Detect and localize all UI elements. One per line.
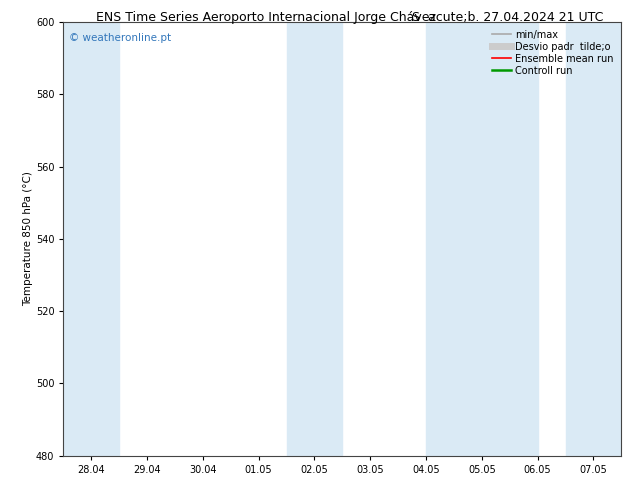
Text: © weatheronline.pt: © weatheronline.pt — [69, 33, 171, 43]
Bar — [566, 22, 621, 456]
Text: S  acute;b. 27.04.2024 21 UTC: S acute;b. 27.04.2024 21 UTC — [411, 11, 603, 24]
Y-axis label: Temperature 850 hPa (°C): Temperature 850 hPa (°C) — [23, 172, 33, 306]
Bar — [426, 22, 538, 456]
Text: ENS Time Series Aeroporto Internacional Jorge Chávez: ENS Time Series Aeroporto Internacional … — [96, 11, 436, 24]
Bar — [63, 22, 119, 456]
Bar — [287, 22, 342, 456]
Legend: min/max, Desvio padr  tilde;o, Ensemble mean run, Controll run: min/max, Desvio padr tilde;o, Ensemble m… — [489, 27, 616, 78]
